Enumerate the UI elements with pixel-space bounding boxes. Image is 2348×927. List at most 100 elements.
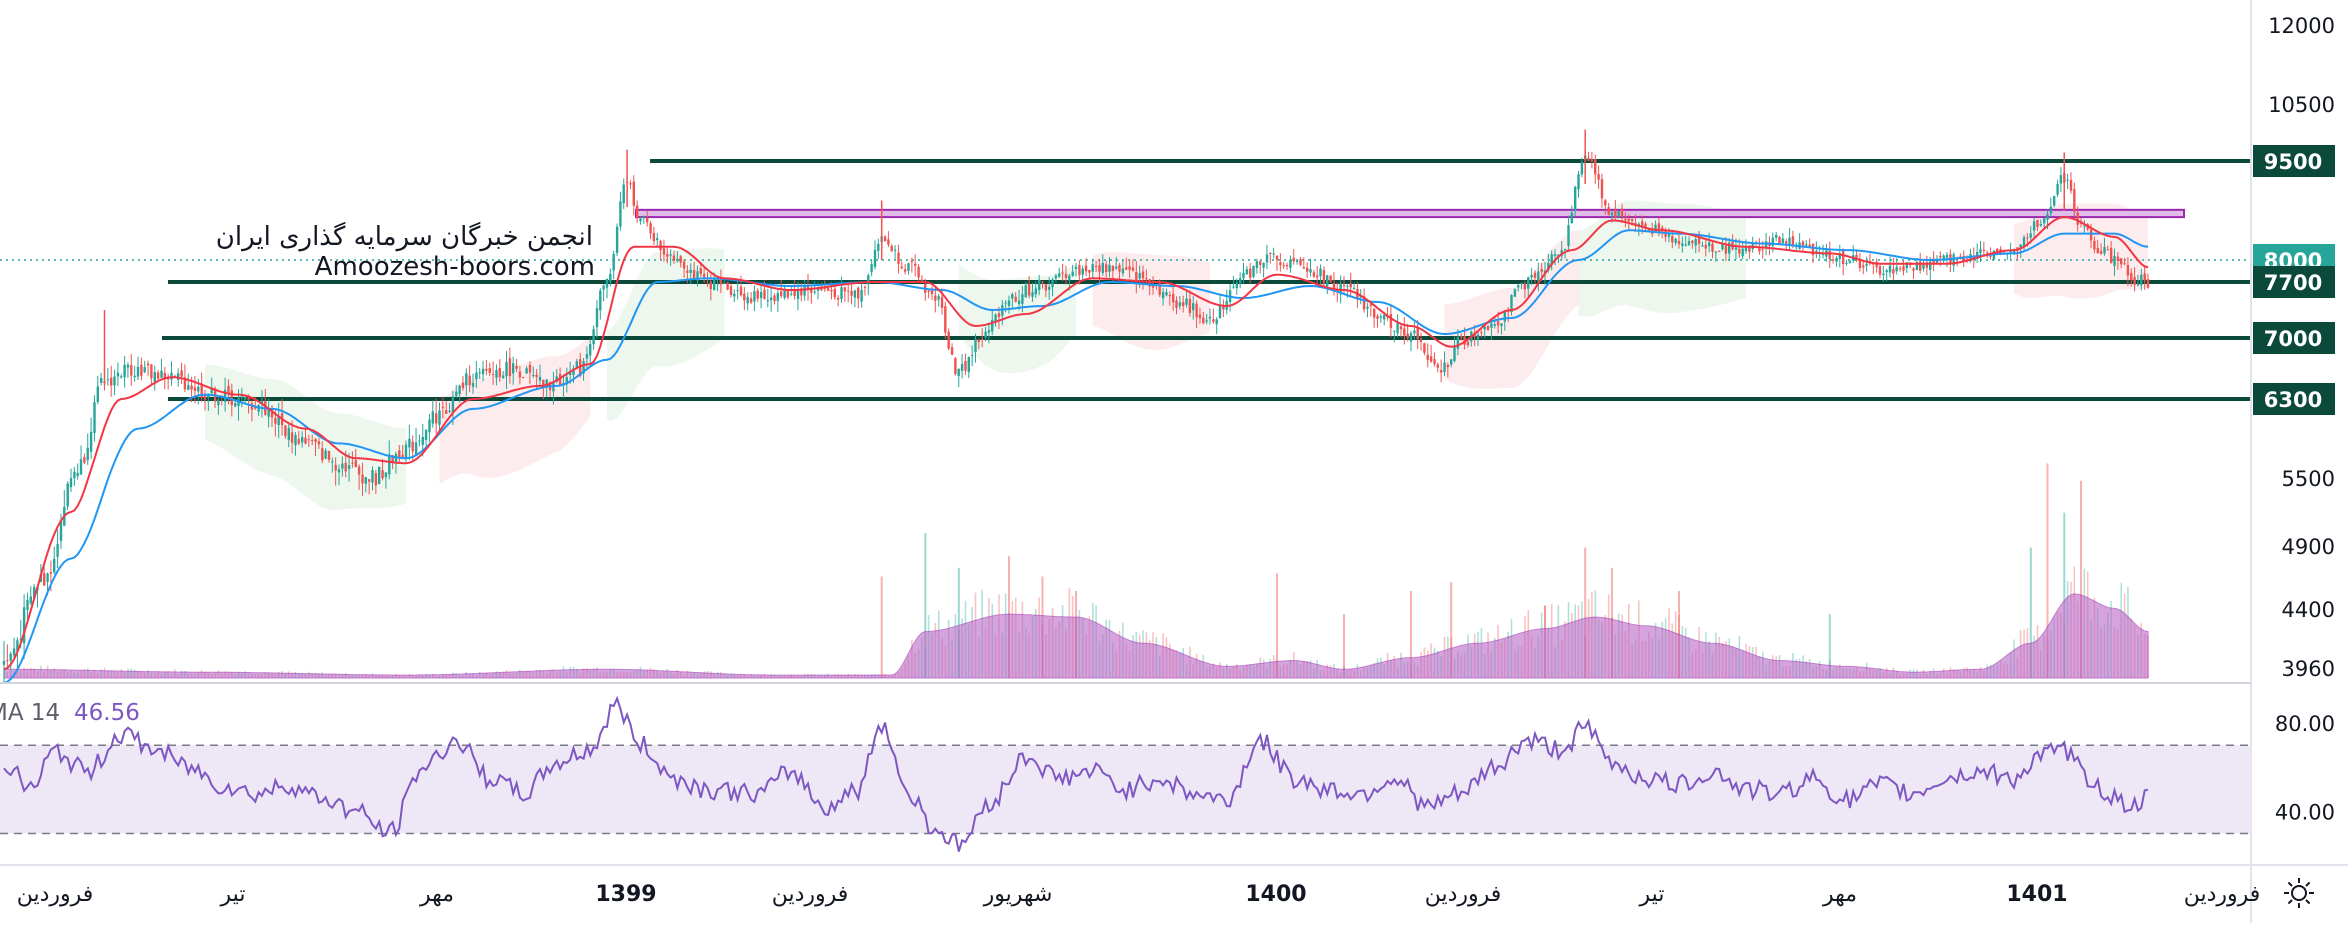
candle [113,369,116,396]
candle [635,200,639,223]
candle [1587,151,1590,162]
candle [401,444,404,458]
candle [156,369,160,380]
candle [1882,265,1885,283]
candle [1306,262,1309,278]
candle [1550,250,1553,271]
candle [1249,262,1252,284]
candle [860,282,863,308]
candle [518,365,522,385]
candle [341,456,344,477]
ma-fast-line [3,216,2149,671]
candle [491,361,495,385]
candle [1500,323,1503,335]
candle [1483,325,1486,339]
candle [468,365,471,393]
candle [1366,302,1369,318]
candle [2103,237,2106,256]
candle [1577,171,1580,198]
candle [1617,210,1620,219]
volume-spike [1343,614,1345,678]
candle [1808,238,1811,248]
candle [619,191,622,231]
time-axis[interactable]: فروردین تیر مهر 1399 فروردین شهریور 1400 فروردی… [17,882,2261,907]
candle [1218,295,1222,319]
candle [1932,251,1935,272]
candle [1349,272,1352,297]
candle [1255,258,1259,274]
candle [1533,269,1537,284]
candle [910,257,913,273]
rsi-pane[interactable] [0,695,2251,852]
candle [284,424,287,439]
level-tag-9500 [2253,145,2335,177]
cloud-segment [607,248,725,421]
candle [1553,249,1557,266]
candle [1406,323,1409,342]
candle [1115,256,1118,270]
candle [1838,244,1841,268]
price-axis[interactable]: 1200010500950080007700700063005500490044… [2253,14,2335,824]
candle [696,265,699,287]
candle [934,287,937,313]
candle [116,362,120,386]
candle [1235,278,1238,295]
candle [790,286,793,296]
candle [897,244,900,274]
candle [843,286,846,302]
candle [2146,273,2150,289]
price-tick-label: 3960 [2282,657,2335,681]
candle [1084,257,1088,277]
candle [1074,262,1078,277]
candle [836,295,840,307]
candle [277,402,280,439]
candle [1704,238,1707,257]
candle [759,284,763,309]
candle [1232,275,1235,289]
resistance-zone[interactable] [635,208,2185,219]
candle [605,278,609,299]
candle [435,398,438,434]
candle [1788,228,1791,252]
candle [746,292,749,311]
candle [612,250,615,280]
candle [1188,290,1192,317]
candle [662,239,666,262]
candle [1694,237,1697,254]
candle [776,289,779,312]
time-tick-label: مهر [419,882,454,907]
candle [749,292,753,305]
candle [970,345,974,367]
candle [1979,240,1982,262]
candle [900,261,903,270]
candle [2043,217,2046,229]
candle [930,286,934,301]
level-tag-7000 [2253,322,2335,354]
candle [806,273,810,301]
rsi-line [3,695,2149,852]
candle [227,379,230,405]
candle [2032,218,2036,239]
candle [240,387,244,408]
candle [957,368,960,388]
candle [1125,257,1128,271]
candle [1456,329,1460,356]
candle [207,393,210,411]
candle [193,376,197,404]
candle [267,398,270,428]
candle [629,180,632,190]
candle [1912,267,1915,279]
candle [1674,237,1677,246]
candle [9,651,12,670]
candle [1369,303,1372,317]
sun-gear-icon[interactable] [2284,878,2314,908]
candle [495,364,498,386]
candle [773,293,776,305]
candle [56,529,59,569]
price-tick-label: 4400 [2282,598,2335,622]
candle [1131,259,1135,272]
candle [210,377,213,397]
candle [652,226,656,246]
